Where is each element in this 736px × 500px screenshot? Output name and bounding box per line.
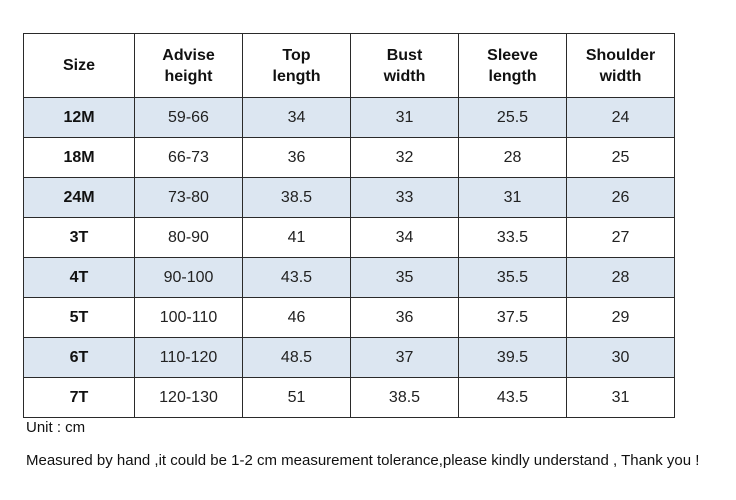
top-length-cell: 46 bbox=[242, 297, 351, 338]
sleeve-length-cell: 31 bbox=[458, 177, 567, 218]
size-cell: 4T bbox=[23, 257, 135, 298]
sleeve-length-cell: 35.5 bbox=[458, 257, 567, 298]
header-top-length-line1: Top bbox=[282, 46, 311, 64]
header-shoulder-width: Shoulder width bbox=[566, 33, 675, 98]
sleeve-length-cell: 33.5 bbox=[458, 217, 567, 258]
header-advise-height: Advise height bbox=[134, 33, 243, 98]
shoulder-width-cell: 25 bbox=[566, 137, 675, 178]
sleeve-length-cell: 39.5 bbox=[458, 337, 567, 378]
table-row: 5T 100-110 46 36 37.5 29 bbox=[23, 297, 675, 338]
header-shoulder-width-line1: Shoulder bbox=[585, 46, 656, 64]
header-sleeve-length: Sleeve length bbox=[458, 33, 567, 98]
table-row: 7T 120-130 51 38.5 43.5 31 bbox=[23, 377, 675, 418]
table-header-row: Size Advise height Top length Bust width… bbox=[23, 33, 675, 98]
shoulder-width-cell: 26 bbox=[566, 177, 675, 218]
shoulder-width-cell: 29 bbox=[566, 297, 675, 338]
size-cell: 3T bbox=[23, 217, 135, 258]
header-advise-height-line1: Advise bbox=[162, 46, 215, 64]
table-row: 18M 66-73 36 32 28 25 bbox=[23, 137, 675, 178]
advise-height-cell: 110-120 bbox=[134, 337, 243, 378]
table-row: 4T 90-100 43.5 35 35.5 28 bbox=[23, 257, 675, 298]
top-length-cell: 38.5 bbox=[242, 177, 351, 218]
header-sleeve-length-line2: length bbox=[488, 67, 537, 85]
top-length-cell: 43.5 bbox=[242, 257, 351, 298]
header-top-length-line2: length bbox=[272, 67, 321, 85]
top-length-cell: 51 bbox=[242, 377, 351, 418]
header-sleeve-length-line1: Sleeve bbox=[487, 46, 538, 64]
top-length-cell: 34 bbox=[242, 97, 351, 138]
top-length-cell: 36 bbox=[242, 137, 351, 178]
header-bust-width-line2: width bbox=[383, 67, 426, 85]
size-cell: 18M bbox=[23, 137, 135, 178]
header-bust-width-line1: Bust bbox=[386, 46, 423, 64]
header-advise-height-line2: height bbox=[164, 67, 213, 85]
header-shoulder-width-line2: width bbox=[599, 67, 642, 85]
top-length-cell: 41 bbox=[242, 217, 351, 258]
advise-height-cell: 73-80 bbox=[134, 177, 243, 218]
sleeve-length-cell: 43.5 bbox=[458, 377, 567, 418]
shoulder-width-cell: 30 bbox=[566, 337, 675, 378]
bust-width-cell: 32 bbox=[350, 137, 459, 178]
size-cell: 12M bbox=[23, 97, 135, 138]
advise-height-cell: 66-73 bbox=[134, 137, 243, 178]
advise-height-cell: 59-66 bbox=[134, 97, 243, 138]
advise-height-cell: 80-90 bbox=[134, 217, 243, 258]
shoulder-width-cell: 24 bbox=[566, 97, 675, 138]
size-cell: 7T bbox=[23, 377, 135, 418]
bust-width-cell: 31 bbox=[350, 97, 459, 138]
table-row: 12M 59-66 34 31 25.5 24 bbox=[23, 97, 675, 138]
top-length-cell: 48.5 bbox=[242, 337, 351, 378]
size-chart-table: Size Advise height Top length Bust width… bbox=[23, 33, 675, 418]
bust-width-cell: 33 bbox=[350, 177, 459, 218]
size-cell: 6T bbox=[23, 337, 135, 378]
size-cell: 5T bbox=[23, 297, 135, 338]
measurement-disclaimer: Measured by hand ,it could be 1-2 cm mea… bbox=[26, 452, 700, 469]
bust-width-cell: 34 bbox=[350, 217, 459, 258]
size-cell: 24M bbox=[23, 177, 135, 218]
table-row: 24M 73-80 38.5 33 31 26 bbox=[23, 177, 675, 218]
bust-width-cell: 37 bbox=[350, 337, 459, 378]
advise-height-cell: 100-110 bbox=[134, 297, 243, 338]
sleeve-length-cell: 37.5 bbox=[458, 297, 567, 338]
sleeve-length-cell: 28 bbox=[458, 137, 567, 178]
header-top-length: Top length bbox=[242, 33, 351, 98]
bust-width-cell: 35 bbox=[350, 257, 459, 298]
header-size: Size bbox=[23, 33, 135, 98]
bust-width-cell: 38.5 bbox=[350, 377, 459, 418]
table-row: 6T 110-120 48.5 37 39.5 30 bbox=[23, 337, 675, 378]
shoulder-width-cell: 27 bbox=[566, 217, 675, 258]
header-bust-width: Bust width bbox=[350, 33, 459, 98]
header-size-label: Size bbox=[62, 57, 95, 74]
table-row: 3T 80-90 41 34 33.5 27 bbox=[23, 217, 675, 258]
advise-height-cell: 90-100 bbox=[134, 257, 243, 298]
advise-height-cell: 120-130 bbox=[134, 377, 243, 418]
unit-note: Unit : cm bbox=[26, 419, 86, 436]
shoulder-width-cell: 31 bbox=[566, 377, 675, 418]
shoulder-width-cell: 28 bbox=[566, 257, 675, 298]
bust-width-cell: 36 bbox=[350, 297, 459, 338]
sleeve-length-cell: 25.5 bbox=[458, 97, 567, 138]
